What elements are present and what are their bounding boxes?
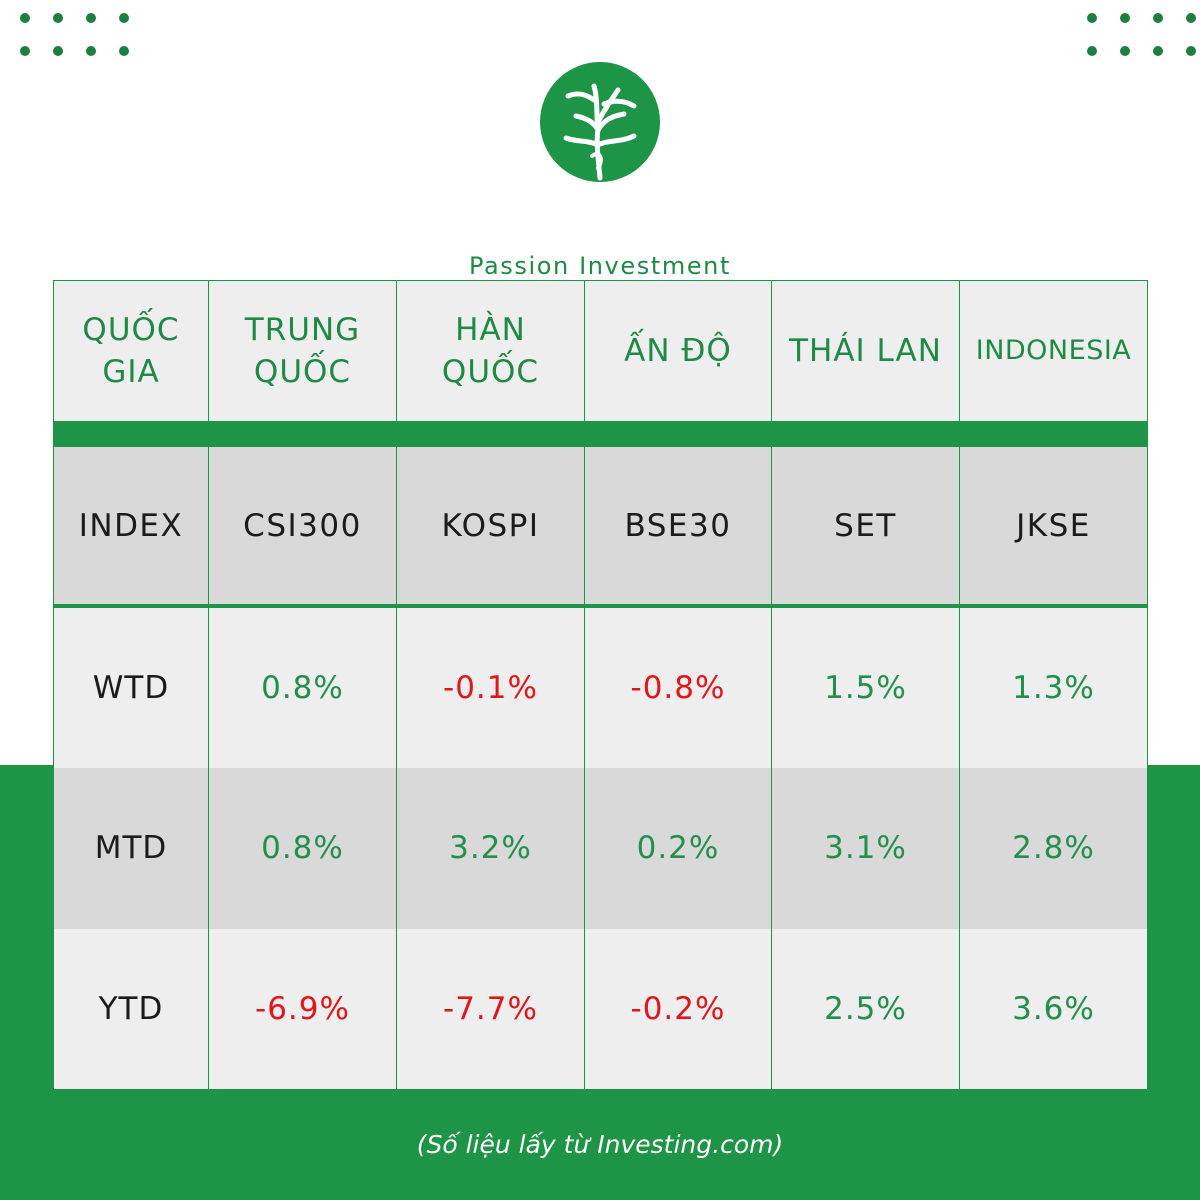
row-label: MTD <box>53 768 209 929</box>
value-cell: 3.1% <box>771 768 960 929</box>
header-country-china: TRUNG QUỐC <box>208 280 397 422</box>
value-cell: -0.1% <box>396 605 585 769</box>
value-cell: 0.8% <box>208 605 397 769</box>
market-index-table: QUỐC GIA TRUNG QUỐC HÀN QUỐC ẤN ĐỘ THÁI … <box>53 280 1148 1090</box>
value-cell: -0.2% <box>584 928 772 1090</box>
index-cell: CSI300 <box>208 447 397 608</box>
index-cell: BSE30 <box>584 447 772 608</box>
header-country-thailand: THÁI LAN <box>771 280 960 422</box>
index-cell: KOSPI <box>396 447 585 608</box>
index-label: INDEX <box>53 447 209 608</box>
tree-logo-icon <box>540 62 660 182</box>
header-country-india: ẤN ĐỘ <box>584 280 772 422</box>
value-cell: 0.2% <box>584 768 772 929</box>
index-cell: SET <box>771 447 960 608</box>
value-cell: -6.9% <box>208 928 397 1090</box>
row-label: WTD <box>53 605 209 769</box>
index-cell: JKSE <box>959 447 1148 608</box>
header-row: QUỐC GIA TRUNG QUỐC HÀN QUỐC ẤN ĐỘ THÁI … <box>53 280 1148 422</box>
source-footnote: (Số liệu lấy từ Investing.com) <box>416 1130 784 1159</box>
header-country-label: QUỐC GIA <box>53 280 209 422</box>
header-divider-band <box>53 421 1148 448</box>
value-cell: 2.5% <box>771 928 960 1090</box>
row-label: YTD <box>53 928 209 1090</box>
table-row-ytd: YTD -6.9% -7.7% -0.2% 2.5% 3.6% <box>53 928 1148 1090</box>
table-row-wtd: WTD 0.8% -0.1% -0.8% 1.5% 1.3% <box>53 605 1148 769</box>
dots-decoration-left <box>20 13 130 56</box>
dots-decoration-right <box>1087 13 1197 56</box>
table-row-mtd: MTD 0.8% 3.2% 0.2% 3.1% 2.8% <box>53 768 1148 929</box>
brand-logo: Passion Investment <box>440 56 760 280</box>
header-country-indonesia: INDONESIA <box>959 280 1148 422</box>
value-cell: 1.5% <box>771 605 960 769</box>
value-cell: 3.2% <box>396 768 585 929</box>
header-country-korea: HÀN QUỐC <box>396 280 585 422</box>
brand-name: Passion Investment <box>468 252 732 280</box>
value-cell: 1.3% <box>959 605 1148 769</box>
value-cell: -7.7% <box>396 928 585 1090</box>
index-row: INDEX CSI300 KOSPI BSE30 SET JKSE <box>53 447 1148 608</box>
value-cell: 2.8% <box>959 768 1148 929</box>
value-cell: 0.8% <box>208 768 397 929</box>
value-cell: 3.6% <box>959 928 1148 1090</box>
value-cell: -0.8% <box>584 605 772 769</box>
